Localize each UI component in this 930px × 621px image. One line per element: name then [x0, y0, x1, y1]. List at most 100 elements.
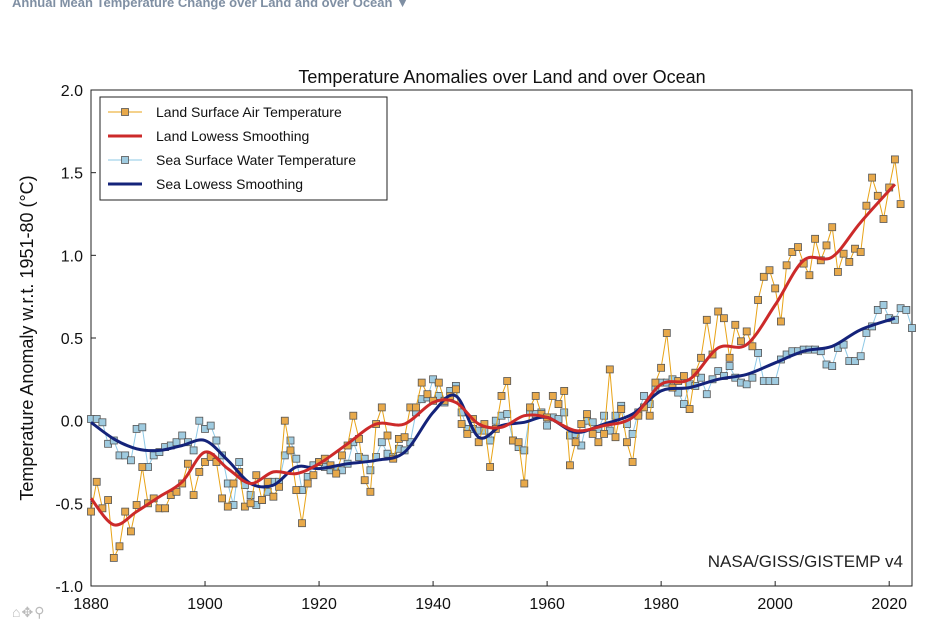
land-surface-air-temperature-point	[183, 459, 192, 468]
zoom-icon[interactable]: ⚲	[34, 604, 46, 620]
land-surface-air-temperature-point	[737, 337, 745, 346]
land-surface-air-temperature-point	[400, 433, 409, 442]
chart-selector-label: Annual Mean Temperature Change over Land…	[12, 0, 393, 10]
y-tick-label: 2.0	[61, 83, 83, 100]
land-surface-air-temperature-point	[292, 486, 301, 495]
x-tick-label: 2020	[871, 596, 907, 613]
land-surface-air-temperature-point	[531, 391, 540, 400]
land-surface-air-temperature-point	[611, 433, 620, 442]
land-surface-air-temperature-point	[777, 317, 785, 326]
land-surface-air-temperature-point	[571, 438, 580, 447]
land-surface-air-temperature-point	[252, 471, 261, 480]
land-surface-air-temperature-point	[127, 527, 135, 536]
land-surface-air-temperature-point	[463, 429, 472, 438]
sea-surface-water-temperature-point	[754, 348, 762, 357]
land-surface-air-temperature-point	[497, 391, 506, 400]
land-surface-air-temperature-point	[662, 329, 671, 337]
legend-label: Land Lowess Smoothing	[156, 128, 309, 144]
land-surface-air-temperature-point	[115, 542, 124, 551]
sea-surface-water-temperature-point	[600, 411, 608, 420]
sea-surface-water-temperature-point	[748, 373, 757, 382]
chart-title: Temperature Anomalies over Land and over…	[298, 67, 705, 87]
land-surface-air-temperature-point	[383, 431, 392, 440]
sea-surface-water-temperature-point	[862, 329, 871, 337]
land-surface-air-temperature-point	[822, 241, 831, 250]
land-surface-air-temperature-point	[161, 504, 170, 513]
land-surface-air-temperature-point	[286, 446, 295, 455]
land-surface-air-temperature-point	[104, 496, 112, 504]
land-surface-air-temperature-point	[748, 342, 757, 351]
land-surface-air-temperature-point	[520, 479, 529, 488]
land-surface-air-temperature-point	[514, 438, 523, 447]
y-axis: -1.0 -0.5 0.0 0.5 1.0 1.5 2.0	[55, 83, 96, 596]
sea-surface-water-temperature-point	[491, 416, 500, 425]
land-surface-air-temperature-point	[195, 467, 204, 476]
x-tick-label: 1940	[415, 596, 451, 613]
land-surface-air-temperature-point	[805, 271, 814, 280]
y-tick-label: 1.5	[61, 166, 83, 183]
land-surface-air-temperature-point	[87, 507, 95, 516]
land-surface-air-temperature-point	[742, 327, 751, 336]
land-surface-air-temperature-point	[623, 438, 631, 447]
land-surface-air-temperature-point	[617, 405, 626, 414]
land-surface-air-temperature-point	[845, 257, 854, 266]
sea-surface-water-temperature-point	[292, 454, 301, 463]
sea-surface-water-temperature-point	[560, 408, 569, 417]
land-surface-air-temperature-point	[138, 463, 147, 471]
credit-text: NASA/GISS/GISTEMP v4	[708, 552, 903, 571]
land-surface-air-temperature-point	[605, 365, 614, 374]
land-surface-air-temperature-point	[309, 471, 318, 480]
land-surface-air-temperature-point	[366, 487, 375, 496]
land-surface-air-temperature-point	[697, 353, 705, 362]
x-tick-label: 1960	[529, 596, 565, 613]
sea-surface-water-temperature-point	[628, 429, 637, 438]
land-surface-air-temperature-point	[788, 248, 797, 256]
land-surface-air-temperature-point	[451, 385, 460, 394]
land-surface-air-temperature-point	[280, 416, 289, 425]
land-surface-air-temperature-point	[714, 307, 723, 316]
sea-surface-water-temperature-point	[702, 390, 711, 399]
land-surface-air-temperature-point	[873, 191, 882, 200]
chart-selector-dropdown[interactable]: Annual Mean Temperature Change over Land…	[12, 0, 409, 10]
sea-surface-water-temperature-point	[235, 458, 244, 466]
land-surface-air-temperature-point	[725, 353, 734, 362]
sea-surface-water-temperature-point	[543, 421, 551, 430]
sea-surface-water-temperature-point	[902, 305, 911, 314]
land-surface-air-temperature-point	[891, 155, 899, 164]
sea-surface-water-temperature-point	[286, 436, 295, 445]
sea-surface-water-temperature-point	[121, 451, 130, 460]
sea-surface-water-temperature-point	[520, 446, 529, 455]
land-surface-air-temperature-point	[828, 223, 837, 232]
sea-surface-water-temperature-point	[725, 362, 734, 371]
land-surface-air-temperature-point	[246, 499, 255, 508]
land-surface-air-temperature-point	[332, 469, 341, 478]
x-axis: 1880 1900 1920 1940 1960 1980 2000 2020	[73, 581, 907, 613]
land-surface-air-temperature-point	[600, 429, 608, 438]
legend-item-sea-lowess-smoothing: Sea Lowess Smoothing	[108, 176, 303, 192]
x-tick-label: 1880	[73, 596, 109, 613]
land-surface-air-temperature-point	[92, 477, 101, 486]
land-surface-air-temperature-point	[782, 261, 791, 270]
legend-item-land-lowess-smoothing: Land Lowess Smoothing	[108, 128, 309, 144]
sea-surface-water-temperature-point	[366, 466, 375, 475]
sea-surface-water-temperature-point	[189, 446, 198, 455]
land-surface-air-temperature-point	[349, 411, 358, 420]
sea-surface-water-temperature-point	[246, 491, 255, 500]
sea-surface-water-temperature-point	[172, 438, 181, 447]
sea-surface-water-temperature-point	[879, 300, 888, 309]
move-icon[interactable]: ✥	[21, 604, 35, 620]
land-surface-air-temperature-point	[896, 200, 905, 209]
land-surface-air-temperature-point	[834, 267, 842, 276]
sea-surface-water-temperature-point	[280, 451, 289, 460]
legend-item-land-surface-air-temperature: Land Surface Air Temperature	[108, 104, 342, 120]
x-tick-label: 1900	[187, 596, 223, 613]
land-surface-air-temperature-point	[839, 249, 848, 258]
land-surface-air-temperature-point	[303, 479, 312, 488]
x-tick-label: 1980	[643, 596, 679, 613]
land-surface-air-temperature-point	[577, 420, 586, 428]
land-surface-air-temperature-point	[594, 438, 603, 447]
land-surface-air-temperature-point	[628, 458, 637, 466]
home-icon[interactable]: ⌂	[12, 604, 22, 620]
land-surface-air-temperature-point	[486, 463, 495, 471]
